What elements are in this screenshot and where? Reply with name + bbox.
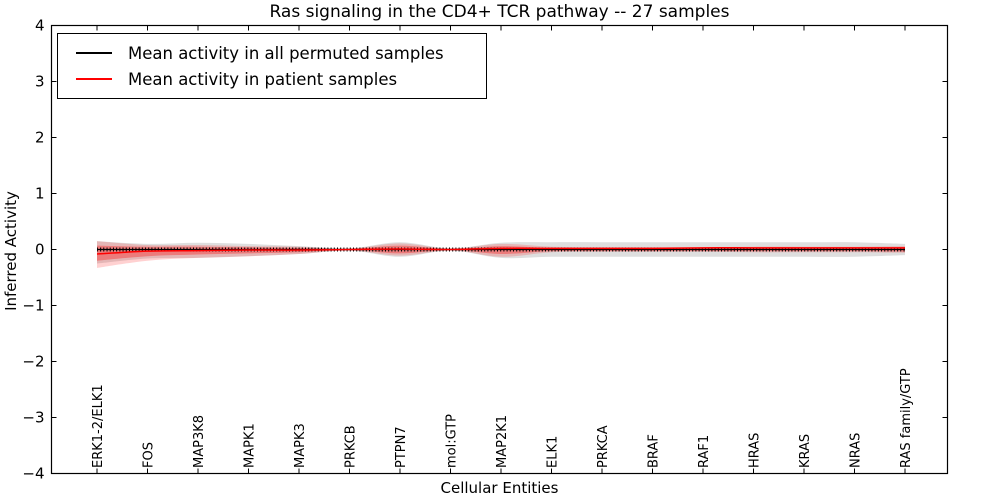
- y-tick-label: 1: [35, 185, 45, 203]
- x-tick-label: PRKCB: [344, 425, 359, 468]
- x-tick-label: ERK1-2/ELK1: [91, 384, 106, 468]
- permuted-line-swatch-icon: [76, 52, 112, 54]
- y-tick-label: 3: [35, 73, 45, 91]
- x-tick-label: KRAS: [798, 434, 813, 468]
- patient-line-swatch-icon: [76, 78, 112, 80]
- x-tick-label: PTPN7: [394, 426, 409, 468]
- legend: Mean activity in all permuted samples Me…: [57, 33, 487, 99]
- y-tick-label: −4: [22, 465, 44, 483]
- legend-label: Mean activity in all permuted samples: [128, 43, 444, 63]
- chart-title: Ras signaling in the CD4+ TCR pathway --…: [269, 2, 730, 22]
- y-axis-label: Inferred Activity: [2, 191, 20, 311]
- x-tick-label: HRAS: [748, 433, 763, 468]
- x-tick-label: MAP3K8: [192, 415, 207, 468]
- patient-mean-line: [96, 247, 905, 255]
- x-tick-label: ELK1: [546, 436, 561, 468]
- x-tick-label: RAF1: [697, 435, 712, 468]
- x-tick-label: MAPK1: [243, 423, 258, 468]
- x-tick-label: MAPK3: [293, 423, 308, 468]
- x-tick-label: NRAS: [849, 433, 864, 468]
- y-tick-label: 0: [35, 241, 45, 259]
- legend-item-patient: Mean activity in patient samples: [76, 66, 472, 92]
- x-tick-label: BRAF: [647, 434, 662, 468]
- y-tick-label: −2: [22, 353, 44, 371]
- x-tick-label: MAP2K1: [495, 415, 510, 468]
- x-tick-label: RAS family/GTP: [899, 368, 914, 468]
- x-tick-label: mol:GTP: [445, 414, 460, 468]
- y-tick-label: −3: [22, 409, 44, 427]
- band-permuted-sample-range: [97, 241, 905, 264]
- y-tick-label: −1: [22, 297, 44, 315]
- legend-label: Mean activity in patient samples: [128, 69, 398, 89]
- x-tick-label: FOS: [142, 442, 157, 468]
- x-tick-label: PRKCA: [596, 425, 611, 468]
- legend-item-permuted: Mean activity in all permuted samples: [76, 40, 472, 66]
- y-tick-label: 2: [35, 129, 45, 147]
- x-axis-label: Cellular Entities: [440, 479, 559, 497]
- y-tick-label: 4: [35, 17, 45, 35]
